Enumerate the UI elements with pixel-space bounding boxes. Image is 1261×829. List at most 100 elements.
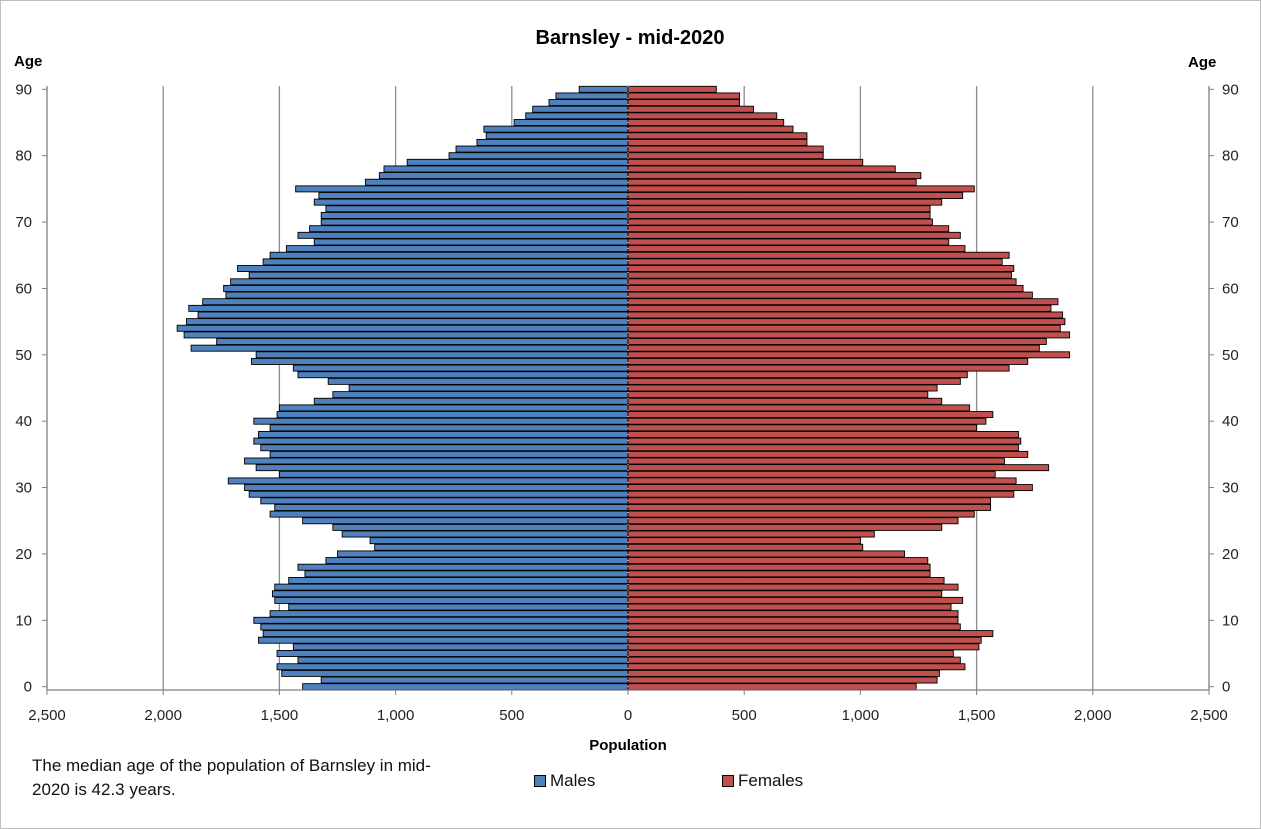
bar-male-age-46 [327,377,629,385]
bar-female-age-71 [627,211,931,219]
bar-male-age-63 [237,265,629,272]
bar-female-age-37 [627,437,1022,445]
x-tick-label-6: 500 [732,707,757,724]
bar-male-age-90 [578,85,629,93]
bar-male-age-64 [262,258,629,266]
bar-male-age-35 [269,450,629,458]
bar-male-age-32 [278,470,629,478]
bar-male-age-36 [260,444,629,452]
bar-female-age-38 [627,430,1019,438]
y-tick-label-right-3: 30 [1222,480,1239,497]
bar-male-age-4 [297,656,629,664]
bar-male-age-28 [260,497,629,505]
bar-male-age-55 [185,318,629,326]
y-tick-label-right-1: 10 [1222,612,1239,629]
bar-male-age-26 [269,510,629,518]
bar-male-age-61 [230,278,629,286]
bar-female-age-79 [627,158,864,166]
bar-male-age-48 [292,364,629,372]
x-tick-label-2: 1,500 [261,707,299,724]
bar-female-age-27 [627,504,991,511]
bar-female-age-88 [627,99,741,107]
bar-female-age-63 [627,265,1015,272]
bar-male-age-80 [448,152,629,160]
x-tick-label-7: 1,000 [842,707,880,724]
legend-swatch-males [534,775,546,787]
bar-female-age-34 [627,457,1005,465]
bar-female-age-16 [627,577,945,584]
bar-male-age-83 [485,132,629,140]
legend-label-males: Males [550,771,596,790]
bar-male-age-42 [278,404,629,412]
y-tick-label-right-2: 20 [1222,546,1239,563]
bar-female-age-81 [627,145,824,153]
bar-female-age-56 [627,311,1064,319]
bar-female-age-31 [627,477,1017,485]
bar-female-age-50 [627,351,1071,359]
bar-female-age-82 [627,138,808,146]
bar-female-age-8 [627,630,994,638]
bar-male-age-0 [302,683,629,691]
bar-male-age-56 [197,311,629,319]
bar-female-age-62 [627,271,1012,279]
x-tick-label-4: 500 [499,707,524,724]
bar-male-age-76 [364,178,629,186]
bar-male-age-5 [276,650,629,657]
bar-male-age-62 [248,271,629,279]
bar-male-age-9 [260,623,629,631]
bar-female-age-52 [627,338,1047,346]
bar-female-age-30 [627,484,1033,492]
bar-male-age-74 [318,192,629,199]
bar-male-age-16 [288,577,629,584]
bar-female-age-2 [627,669,940,677]
bar-female-age-44 [627,391,929,399]
y-tick-label-left-8: 80 [15,148,32,165]
bar-male-age-10 [253,616,629,624]
bar-male-age-15 [274,583,629,591]
bar-male-age-11 [269,610,629,618]
bar-male-age-39 [269,424,629,432]
bar-female-age-80 [627,152,824,160]
bar-male-age-82 [476,138,629,146]
bar-female-age-17 [627,570,931,578]
legend-label-females: Females [738,771,804,790]
bar-female-age-47 [627,371,968,379]
bar-male-age-25 [302,517,629,525]
bar-female-age-36 [627,444,1019,452]
bar-female-age-51 [627,344,1040,352]
bar-female-age-1 [627,676,938,684]
bar-female-age-48 [627,364,1010,372]
bar-male-age-85 [513,119,629,126]
bar-female-age-46 [627,377,961,385]
bar-male-age-79 [406,158,629,166]
bar-female-age-15 [627,583,959,591]
bar-male-age-18 [297,563,629,571]
bar-female-age-85 [627,119,785,126]
bar-female-age-60 [627,284,1024,292]
bar-female-age-9 [627,623,961,631]
bar-female-age-6 [627,643,980,651]
bar-male-age-14 [271,590,629,598]
bar-male-age-50 [255,351,629,359]
y-tick-label-left-9: 90 [15,81,32,98]
bar-male-age-77 [378,172,629,180]
bar-male-age-43 [313,397,629,405]
bar-female-age-49 [627,357,1029,365]
bar-female-age-19 [627,557,929,565]
bar-male-age-27 [274,504,629,511]
bar-male-age-71 [320,211,629,219]
bar-female-age-32 [627,470,996,478]
bar-male-age-7 [258,636,629,644]
bar-male-age-70 [320,218,629,226]
y-tick-label-right-9: 90 [1222,81,1239,98]
bar-male-age-3 [276,663,629,671]
bar-female-age-67 [627,238,950,246]
bar-female-age-53 [627,331,1071,339]
bar-female-age-4 [627,656,961,664]
y-tick-label-right-8: 80 [1222,148,1239,165]
bar-female-age-40 [627,417,987,425]
bar-female-age-54 [627,324,1061,332]
y-tick-label-left-1: 10 [15,612,32,629]
bar-female-age-68 [627,231,961,239]
